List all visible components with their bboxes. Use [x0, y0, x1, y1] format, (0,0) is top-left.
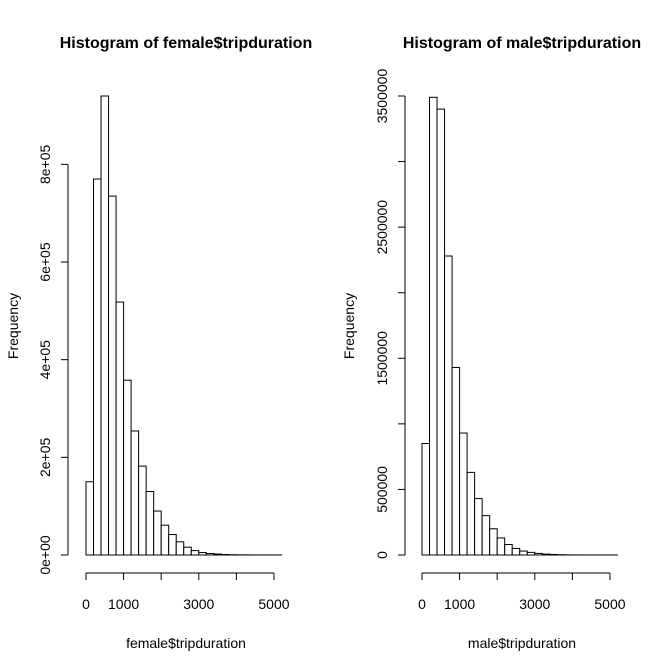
x-tick-label: 1000 — [108, 596, 139, 612]
chart-title: Histogram of male$tripduration — [403, 35, 641, 52]
y-tick-label: 1500000 — [374, 331, 390, 386]
histogram-bars — [85, 95, 282, 556]
histogram-bar — [108, 195, 117, 556]
y-tick-label: 2e+05 — [37, 437, 53, 477]
histogram-bar — [205, 553, 215, 556]
x-tick-label: 3000 — [183, 596, 214, 612]
histogram-bar — [123, 379, 132, 556]
histogram-bar — [145, 491, 155, 556]
histogram-bar — [459, 432, 468, 556]
histogram-bar — [549, 553, 558, 556]
x-axis-label: female$tripduration — [126, 635, 246, 651]
y-axis: 0e+00 2e+05 4e+05 6e+05 8e+05 — [37, 144, 69, 575]
y-tick-label: 8e+05 — [37, 144, 53, 184]
histogram-bar — [100, 95, 110, 556]
histogram-bar — [198, 552, 207, 556]
histogram-bar — [93, 178, 102, 556]
histogram-bar — [436, 108, 446, 556]
histogram-bar — [213, 553, 222, 556]
histogram-bar — [85, 481, 95, 556]
histogram-bar — [474, 498, 483, 556]
y-axis-label: Frequency — [341, 293, 357, 359]
y-tick-label: 6e+05 — [37, 242, 53, 282]
histogram-bar — [444, 255, 453, 556]
histogram-bar — [489, 528, 498, 556]
histogram-bar — [130, 430, 140, 556]
histogram-bar — [160, 524, 170, 556]
x-axis: 0 1000 3000 5000 — [418, 572, 626, 612]
histogram-bar — [168, 533, 177, 556]
histogram-bar — [466, 471, 476, 556]
histogram-bar — [138, 465, 147, 556]
x-axis: 0 1000 3000 5000 — [82, 572, 290, 612]
histogram-bar — [504, 544, 513, 556]
histogram-bar — [175, 541, 185, 556]
y-tick-label: 0 — [374, 551, 390, 559]
histogram-bar — [183, 546, 192, 556]
y-tick-label: 4e+05 — [37, 340, 53, 380]
y-axis: 0 500000 1500000 2500000 3500000 — [374, 69, 406, 559]
histogram-bar — [496, 537, 506, 556]
histogram-bar — [481, 515, 491, 556]
y-tick-label: 2500000 — [374, 200, 390, 255]
y-tick-label: 500000 — [374, 466, 390, 513]
histogram-bar — [153, 510, 162, 556]
histogram-bar — [190, 550, 200, 556]
histogram-bar — [519, 550, 528, 556]
x-tick-label: 0 — [82, 596, 90, 612]
histogram-bar — [451, 366, 461, 556]
x-tick-label: 3000 — [519, 596, 550, 612]
x-axis-label: male$tripduration — [468, 635, 576, 651]
x-tick-label: 5000 — [594, 596, 625, 612]
chart-title: Histogram of female$tripduration — [60, 35, 312, 52]
y-axis-label: Frequency — [5, 293, 21, 359]
histogram-bar — [541, 553, 551, 556]
histogram-bar — [526, 551, 536, 556]
y-tick-label: 3500000 — [374, 69, 390, 124]
histogram-bar — [421, 443, 431, 556]
x-tick-label: 0 — [418, 596, 426, 612]
x-tick-label: 5000 — [258, 596, 289, 612]
male-histogram-panel: Histogram of male$tripduration male$trip… — [341, 35, 641, 651]
female-histogram-panel: Histogram of female$tripduration female$… — [5, 35, 312, 651]
histogram-bar — [115, 301, 125, 556]
x-tick-label: 1000 — [444, 596, 475, 612]
histogram-bars — [421, 96, 618, 556]
histogram-bar — [511, 547, 521, 556]
histogram-bar — [429, 96, 438, 556]
histogram-bar — [534, 552, 543, 556]
y-tick-label: 0e+00 — [37, 535, 53, 575]
